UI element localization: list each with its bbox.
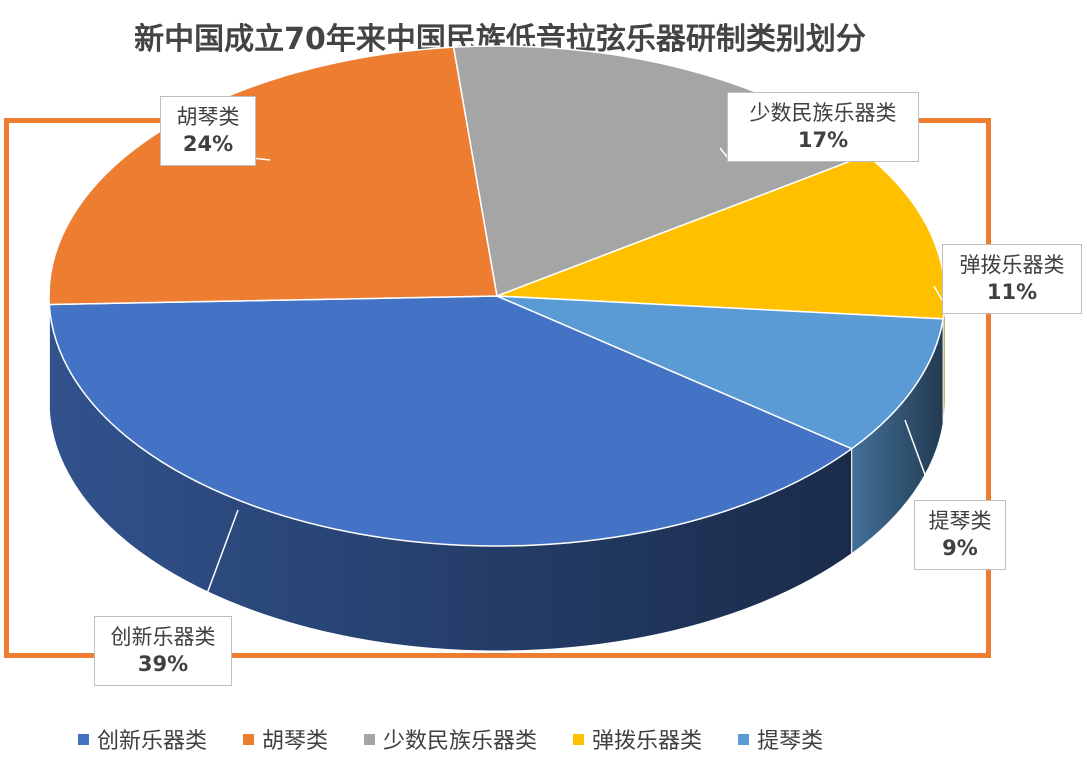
leader-line-0 [197,509,239,619]
pie-slice-0 [48,295,854,547]
legend-label: 创新乐器类 [97,729,208,754]
callout-label: 弹拨乐器类 [959,253,1065,277]
leader-line-2 [719,147,729,159]
legend-label: 提琴类 [757,729,824,754]
legend-swatch [78,733,89,745]
legend-swatch [364,733,376,745]
legend-item: 胡琴类 [243,723,328,755]
callout-value: 17% [797,128,849,152]
callout-label: 提琴类 [928,509,992,533]
callout-shaoshu: 少数民族乐器类 17% [727,92,919,162]
pie-slice-4 [496,295,945,450]
legend-label: 胡琴类 [262,729,329,754]
leader-line-4 [904,419,936,503]
callout-chuangxin: 创新乐器类 39% [94,616,232,686]
legend-swatch [738,733,750,745]
legend-item: 少数民族乐器类 [364,723,537,755]
pie-slice-1 [48,46,498,306]
callout-value: 9% [942,536,978,560]
legend-item: 弹拨乐器类 [573,723,702,755]
legend-item: 创新乐器类 [78,723,207,755]
legend-swatch [573,733,585,745]
callout-label: 少数民族乐器类 [749,101,897,125]
legend-swatch [243,733,255,745]
callout-label: 胡琴类 [176,105,240,129]
callout-value: 39% [137,652,189,676]
legend-label: 弹拨乐器类 [592,729,703,754]
callout-value: 11% [986,280,1038,304]
leader-line-3 [933,285,943,301]
callout-label: 创新乐器类 [110,625,216,649]
chart-legend: 创新乐器类 胡琴类 少数民族乐器类 弹拨乐器类 提琴类 [78,722,823,756]
callout-tiqin: 提琴类 9% [914,500,1006,570]
callout-tanbo: 弹拨乐器类 11% [942,244,1082,314]
callout-huqin: 胡琴类 24% [160,96,256,166]
legend-label: 少数民族乐器类 [383,729,538,754]
callout-value: 24% [182,132,234,156]
legend-item: 提琴类 [738,723,823,755]
